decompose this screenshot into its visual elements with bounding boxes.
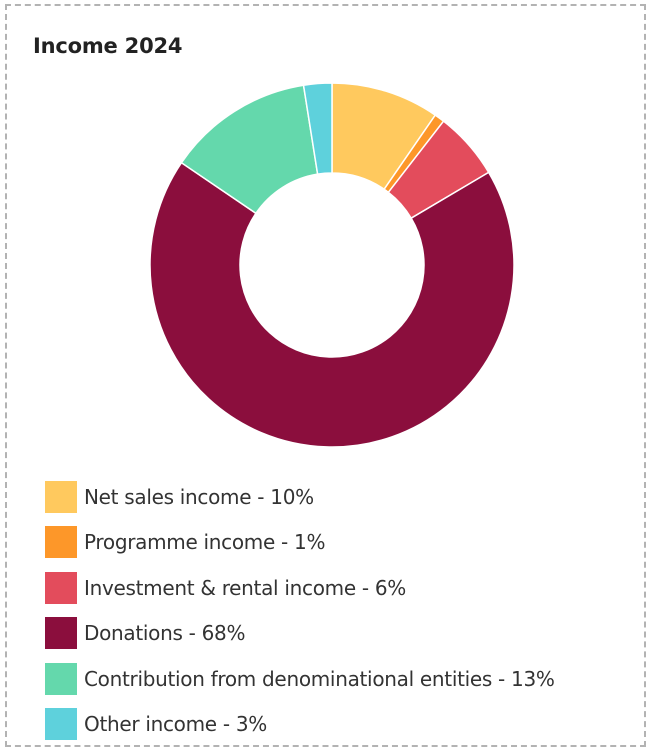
legend-label: Programme income - 1% (84, 530, 326, 555)
legend-swatch (45, 617, 77, 650)
legend-item[interactable]: Donations - 68% (45, 611, 555, 657)
legend-item[interactable]: Other income - 3% (45, 702, 555, 748)
legend-item[interactable]: Programme income - 1% (45, 520, 555, 566)
chart-legend: Net sales income - 10% Programme income … (45, 474, 555, 747)
legend-swatch (45, 526, 77, 559)
legend-label: Contribution from denominational entitie… (84, 666, 555, 691)
legend-item[interactable]: Net sales income - 10% (45, 474, 555, 520)
legend-label: Net sales income - 10% (84, 484, 314, 509)
donut-slice-other-income[interactable] (302, 82, 333, 175)
donut-slice-donations[interactable] (149, 161, 515, 448)
legend-label: Other income - 3% (84, 712, 267, 737)
legend-item[interactable]: Contribution from denominational entitie… (45, 656, 555, 702)
legend-label: Donations - 68% (84, 621, 246, 646)
legend-swatch (45, 708, 77, 741)
legend-swatch (45, 662, 77, 695)
legend-label: Investment & rental income - 6% (84, 575, 406, 600)
chart-frame (5, 4, 646, 747)
legend-item[interactable]: Investment & rental income - 6% (45, 565, 555, 611)
legend-swatch (45, 480, 77, 513)
legend-swatch (45, 571, 77, 604)
chart-title: Income 2024 (33, 34, 183, 58)
